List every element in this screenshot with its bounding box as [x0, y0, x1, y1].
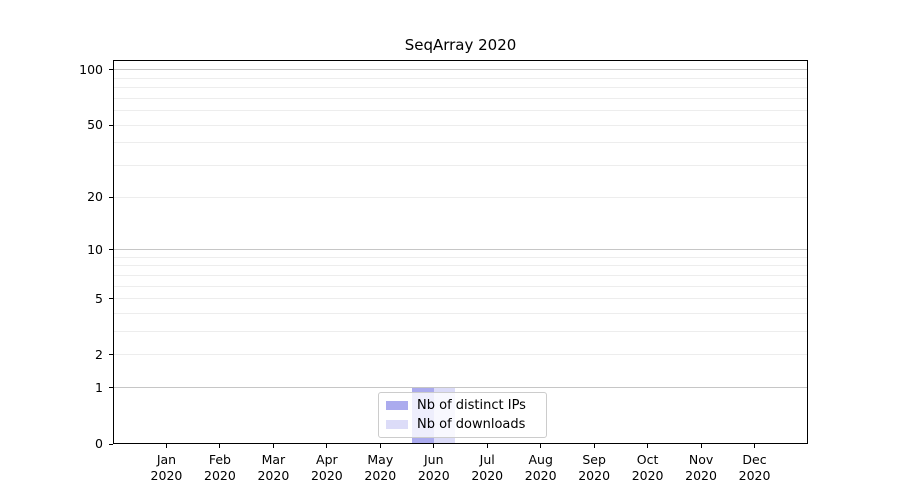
gridline-minor	[113, 165, 808, 167]
legend-swatch-distinct-ips	[386, 401, 408, 411]
y-tick-mark	[109, 124, 113, 126]
x-tick-mark	[486, 444, 488, 448]
x-tick-mark	[272, 444, 274, 448]
x-tick-mark	[593, 444, 595, 448]
y-tick-mark	[109, 387, 113, 389]
gridline-minor	[113, 77, 808, 79]
x-tick-label: Mar 2020	[257, 452, 290, 483]
x-tick-mark	[165, 444, 167, 448]
legend-label-downloads: Nb of downloads	[417, 416, 526, 432]
legend: Nb of distinct IPs Nb of downloads	[378, 392, 547, 438]
x-tick-label: Jun 2020	[417, 452, 450, 483]
gridline-minor	[113, 142, 808, 144]
x-tick-label: Apr 2020	[310, 452, 343, 483]
y-tick-mark	[109, 249, 113, 251]
x-tick-label: Oct 2020	[631, 452, 664, 483]
plot-area	[113, 60, 808, 444]
gridline-minor	[113, 285, 808, 287]
x-tick-label: Aug 2020	[524, 452, 557, 483]
legend-item-downloads: Nb of downloads	[386, 417, 539, 432]
x-tick-mark	[219, 444, 221, 448]
x-tick-mark	[326, 444, 328, 448]
x-tick-mark	[379, 444, 381, 448]
legend-item-distinct-ips: Nb of distinct IPs	[386, 398, 539, 413]
y-tick-mark	[109, 196, 113, 198]
y-tick-label: 100	[79, 61, 103, 77]
chart-title: SeqArray 2020	[404, 36, 517, 54]
x-tick-mark	[433, 444, 435, 448]
gridline-minor	[113, 313, 808, 314]
gridline-minor	[113, 110, 808, 112]
y-tick-mark	[109, 298, 113, 300]
gridline-minor	[113, 196, 808, 198]
x-tick-label: Jul 2020	[471, 452, 504, 483]
x-tick-mark	[700, 444, 702, 448]
y-tick-label: 5	[95, 290, 103, 306]
y-tick-label: 0	[95, 436, 103, 451]
y-tick-label: 1	[95, 379, 103, 395]
x-tick-mark	[754, 444, 756, 448]
legend-label-distinct-ips: Nb of distinct IPs	[417, 398, 526, 414]
x-tick-label: Dec 2020	[738, 452, 771, 483]
y-tick-label: 2	[95, 346, 103, 362]
y-tick-mark	[109, 443, 113, 445]
y-tick-mark	[109, 69, 113, 71]
x-tick-label: Nov 2020	[685, 452, 717, 483]
x-tick-label: May 2020	[364, 452, 397, 483]
gridline-minor	[113, 298, 808, 300]
y-tick-mark	[109, 354, 113, 356]
gridline-minor	[113, 256, 808, 258]
y-tick-label: 20	[87, 189, 103, 205]
gridline-major	[113, 69, 808, 71]
gridline-major	[113, 249, 808, 251]
y-tick-label: 10	[87, 241, 103, 257]
x-tick-label: Feb 2020	[204, 452, 236, 483]
gridline-minor	[113, 274, 808, 276]
x-tick-mark	[540, 444, 542, 448]
legend-swatch-downloads	[386, 419, 408, 429]
x-tick-mark	[647, 444, 649, 448]
gridline-major	[113, 387, 808, 389]
x-tick-label: Jan 2020	[150, 452, 183, 483]
gridline-minor	[113, 124, 808, 126]
gridline-minor	[113, 97, 808, 99]
x-tick-label: Sep 2020	[578, 452, 611, 483]
gridline-minor	[113, 265, 808, 267]
gridline-minor	[113, 354, 808, 356]
gridline-minor	[113, 87, 808, 89]
y-tick-label: 50	[87, 117, 103, 133]
gridline-minor	[113, 331, 808, 333]
